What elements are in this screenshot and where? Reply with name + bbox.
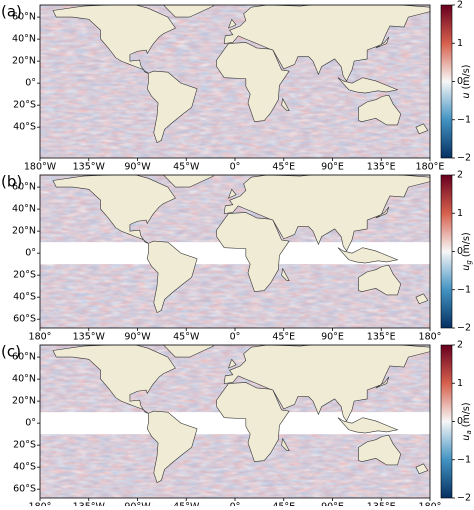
colorbar-tick-label: 1 [457,208,463,219]
panel-label: (a) [1,3,22,21]
x-tick-label: 90°W [124,332,151,343]
map-panel: 180° 135°W 90°W 45°W 0° 45°E 90°E 135°E 180° 60°N… [1,340,474,510]
colorbar-tick-label: −1 [457,114,471,125]
panel-label: (b) [1,173,22,191]
colorbar-tick-label: −2 [457,153,471,164]
y-tick-label: 40°S [13,122,36,133]
x-tick-label: 180° [419,332,442,343]
y-tick-label: 40°N [12,34,36,45]
colorbar-tick-label: 2 [457,0,463,11]
colorbar-tick-label: 2 [457,340,463,351]
panel-label: (c) [1,343,21,361]
map-area [40,345,430,498]
x-tick-label: 0° [230,162,241,173]
x-tick-label: 45°E [272,502,295,507]
x-tick-label: 90°W [124,162,151,173]
y-tick-label: 20°S [13,100,36,111]
colorbar-unit: (m/s) [461,402,472,427]
colorbar-tick-label: −2 [457,493,471,504]
colorbar-symbol: u [461,265,472,271]
colorbar-subscript: a [465,430,473,434]
x-tick-label: 135°W [73,332,106,343]
colorbar-unit: (m/s) [461,65,472,90]
x-tick-label: 180° [419,502,442,507]
y-tick-label: 0° [25,418,36,429]
colorbar-label: ua (m/s) [461,402,474,440]
colorbar-tick-label: 0 [457,76,463,87]
x-tick-label: 45°E [272,162,295,173]
x-tick-label: 90°E [321,162,344,173]
y-tick-label: 60°S [13,484,36,495]
colorbar-tick-label: 1 [457,38,463,49]
x-tick-label: 135°E [367,502,396,507]
masked-band [40,242,430,265]
y-tick-label: 60°N [12,12,36,23]
x-tick-label: 135°E [367,332,396,343]
colorbar-label: ug (m/s) [461,232,474,270]
x-tick-label: 135°W [73,162,106,173]
y-tick-label: 20°N [12,396,36,407]
x-tick-label: 135°W [73,502,106,507]
y-tick-label: 0° [25,78,36,89]
colorbar [440,174,453,329]
y-tick-label: 40°N [12,374,36,385]
x-tick-label: 180° [29,332,52,343]
y-tick-label: 60°N [12,352,36,363]
map-area [40,175,430,328]
map-panel: 180°W 135°W 90°W 45°W 0° 45°E 90°E 135°E 180°E 60… [1,0,472,173]
colorbar [440,4,453,159]
y-tick-label: 60°N [12,182,36,193]
x-tick-label: 180°E [416,162,445,173]
x-tick-label: 135°E [367,162,396,173]
colorbar-tick-label: 2 [457,170,463,181]
colorbar-symbol: u [461,92,472,98]
x-tick-label: 0° [230,502,241,507]
colorbar-tick-label: −1 [457,284,471,295]
colorbar-label: u (m/s) [461,65,472,99]
colorbar-tick-label: −1 [457,454,471,465]
y-tick-label: 20°S [13,440,36,451]
x-tick-label: 45°E [272,332,295,343]
masked-band [40,412,430,435]
y-tick-label: 60°S [13,314,36,325]
y-tick-label: 40°S [13,462,36,473]
x-tick-label: 90°W [124,502,151,507]
x-tick-label: 180°W [24,162,57,173]
x-tick-label: 45°W [173,162,200,173]
x-tick-label: 180° [29,502,52,507]
y-tick-label: 0° [25,248,36,259]
x-tick-label: 45°W [173,502,200,507]
map-panel: 180° 135°W 90°W 45°W 0° 45°E 90°E 135°E 180° 60°N… [1,170,474,343]
x-tick-label: 0° [230,332,241,343]
y-tick-label: 40°S [13,292,36,303]
colorbar-tick-label: −2 [457,323,471,334]
colorbar-symbol: u [461,435,472,441]
colorbar-tick-label: 0 [457,416,463,427]
y-tick-label: 20°N [12,226,36,237]
x-tick-label: 45°W [173,332,200,343]
y-tick-label: 20°N [12,56,36,67]
y-tick-label: 40°N [12,204,36,215]
x-tick-label: 90°E [321,332,344,343]
colorbar-subscript: g [465,260,473,265]
colorbar-tick-label: 0 [457,246,463,257]
x-tick-label: 90°E [321,502,344,507]
colorbar-unit: (m/s) [461,232,472,257]
map-area [40,5,430,158]
colorbar [440,344,453,499]
colorbar-tick-label: 1 [457,378,463,389]
y-tick-label: 20°S [13,270,36,281]
